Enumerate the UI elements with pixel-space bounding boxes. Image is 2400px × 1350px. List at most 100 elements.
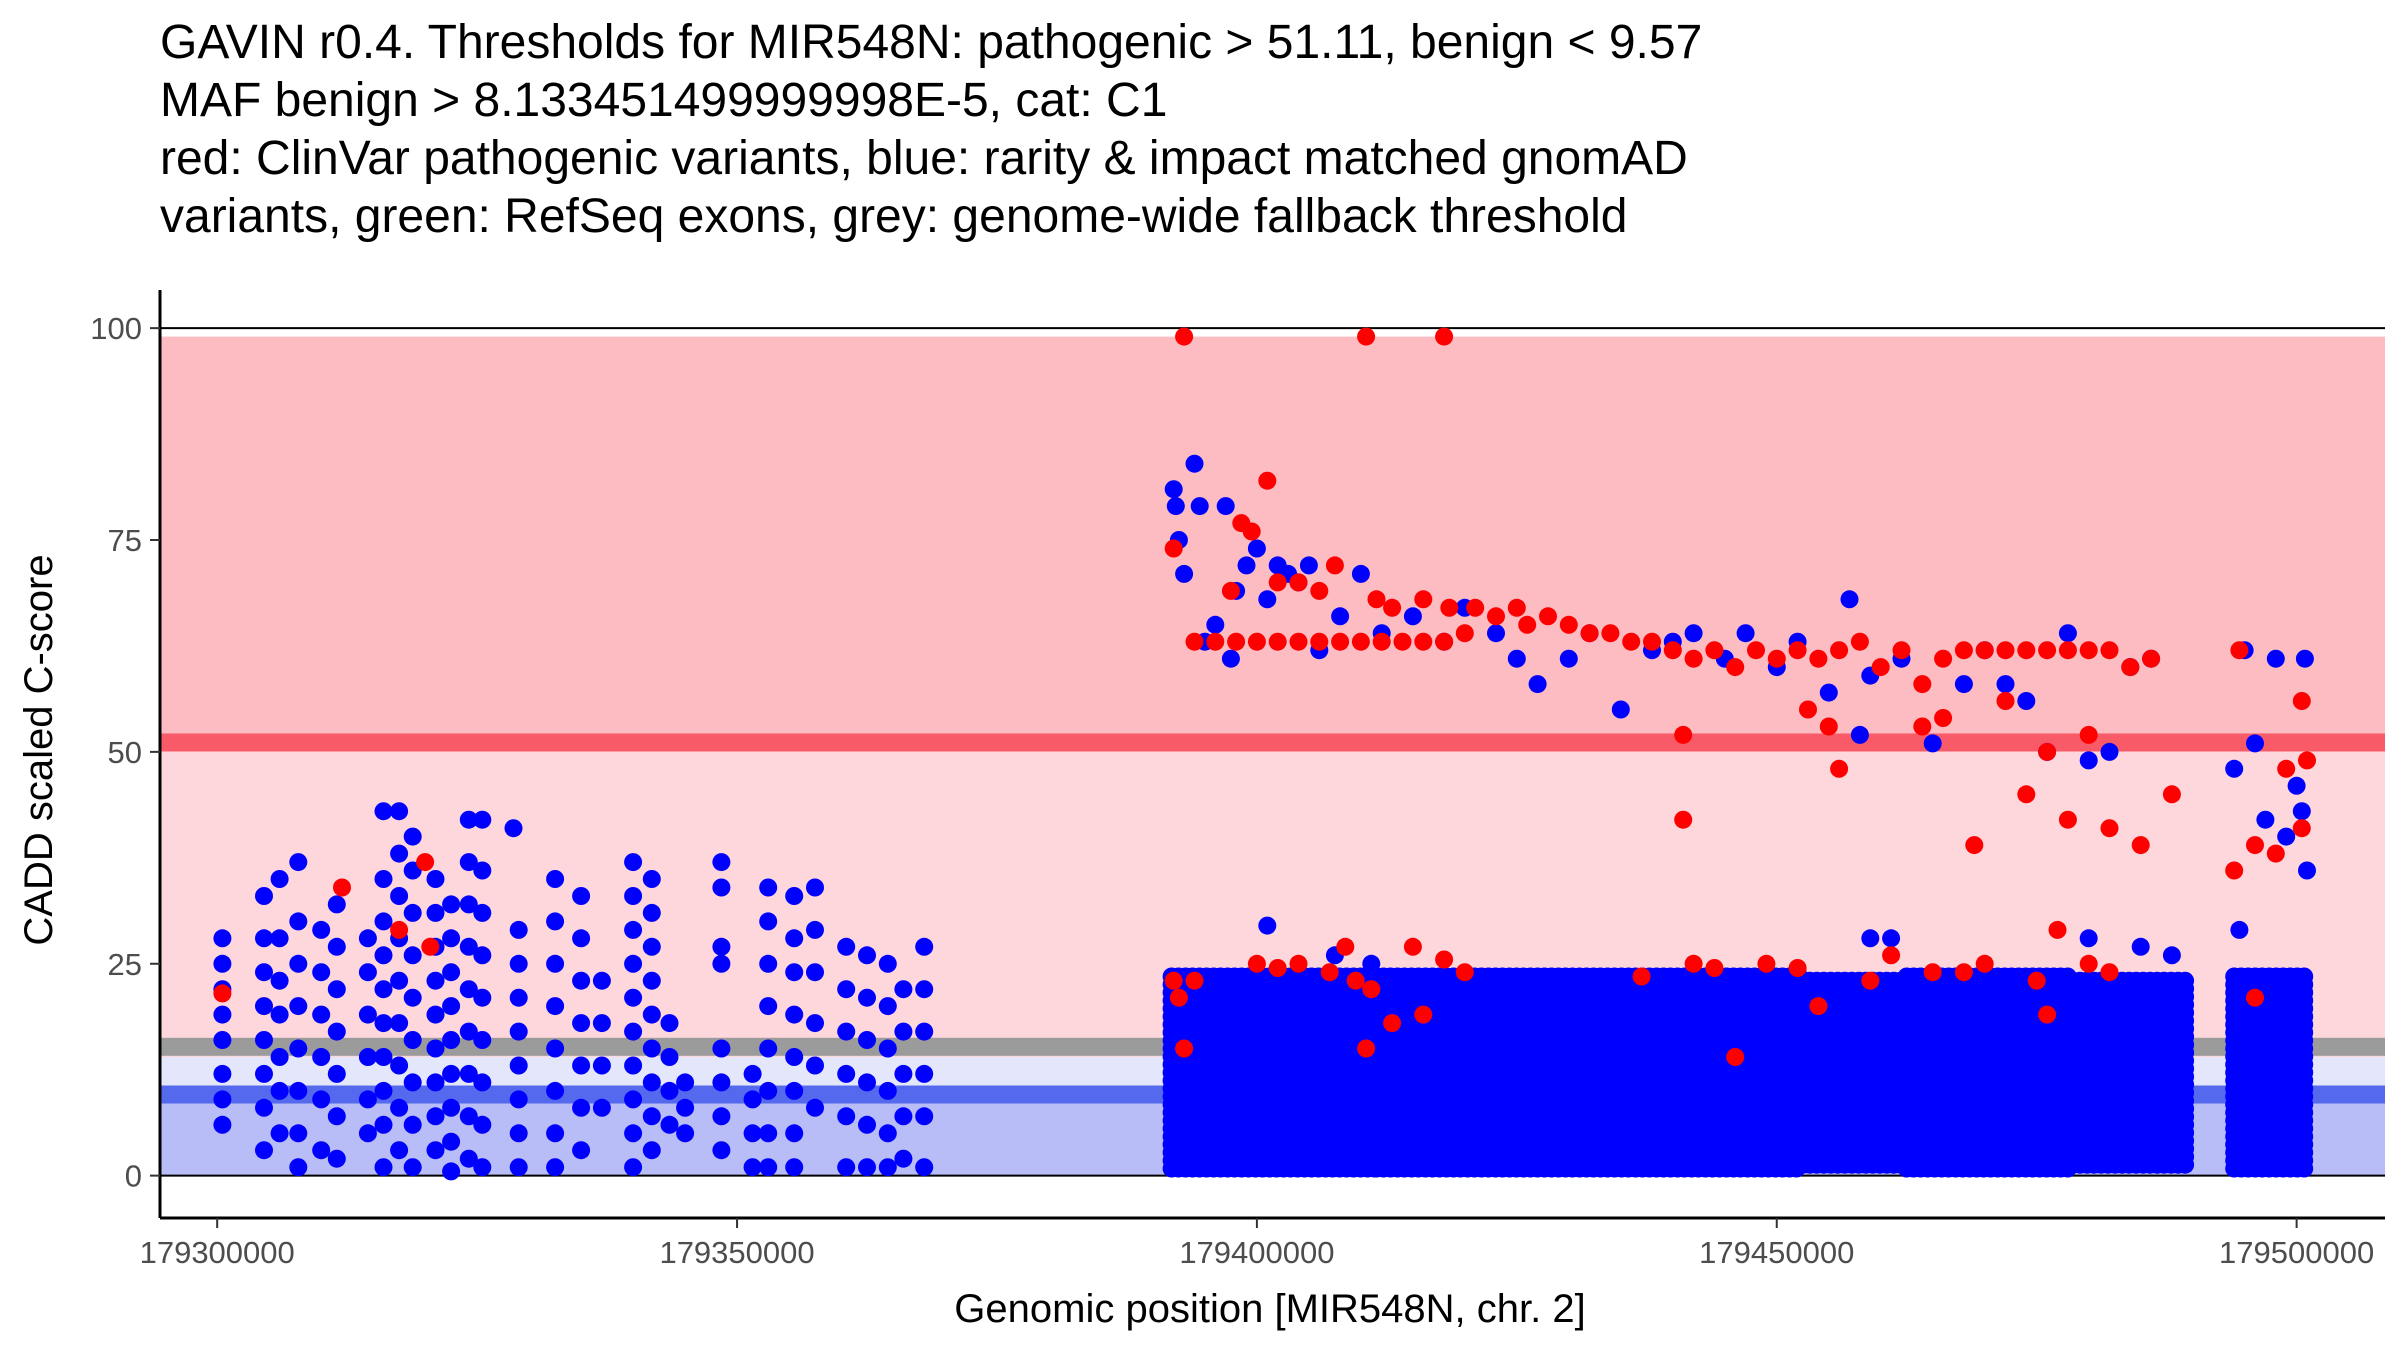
gnomad-point [255,1141,273,1160]
gnomad-point [374,1048,393,1066]
pathogenic-threshold-line [160,733,2385,752]
y-tick-label: 75 [108,523,142,558]
clinvar-point [2100,819,2119,838]
clinvar-point [2246,988,2264,1007]
gnomad-point [1247,539,1266,558]
gnomad-point [806,1098,824,1117]
gnomad-point [785,887,804,905]
gnomad-point [837,1022,856,1041]
gnomad-point [473,988,492,1007]
gnomad-point [390,802,409,821]
gnomad-point [676,1073,695,1092]
gnomad-point [837,980,856,999]
clinvar-point [1336,937,1355,956]
gnomad-point [374,1115,393,1134]
gnomad-point [676,1098,695,1117]
clinvar-point [1383,1014,1402,1033]
gnomad-point [390,1098,409,1117]
clinvar-point [1632,967,1651,986]
clinvar-point [1850,632,1869,651]
y-tick-label: 25 [108,947,142,982]
gnomad-point [426,1005,445,1024]
gnomad-point [2292,802,2311,821]
gnomad-point [642,870,661,888]
clinvar-point [1705,641,1724,660]
gnomad-point [2162,946,2181,965]
x-tick-label: 179350000 [659,1235,814,1270]
gnomad-point [642,1039,661,1058]
gnomad-point [806,878,824,897]
clinvar-point [1934,649,1953,668]
gnomad-point [660,1115,679,1134]
gnomad-point [878,1124,897,1143]
clinvar-point [1705,959,1724,977]
clinvar-point [1175,1039,1194,1058]
gnomad-point [546,997,565,1016]
gnomad-point [624,988,643,1007]
gnomad-point [327,1149,346,1168]
gnomad-point [660,1048,679,1066]
gnomad-point [2017,692,2036,710]
gnomad-point [2225,759,2244,778]
clinvar-point [213,984,232,1003]
clinvar-point [1325,556,1344,575]
gnomad-point [806,920,824,939]
gnomad-point [2230,920,2249,939]
clinvar-point [1372,632,1391,651]
gnomad-point [374,1158,393,1177]
x-axis-label: Genomic position [MIR548N, chr. 2] [954,1287,1585,1331]
gnomad-point [2256,810,2275,829]
clinvar-point [1788,641,1807,660]
gnomad-points [213,454,2316,1181]
gnomad-point [592,971,611,990]
gnomad-point [712,1107,731,1126]
gnomad-point [785,1081,804,1100]
clinvar-point [2100,641,2119,660]
gnomad-point [624,1124,643,1143]
gnomad-point [624,1158,643,1177]
gnomad-point [327,980,346,999]
gnomad-point [894,1149,913,1168]
gnomad-point [878,1081,897,1100]
clinvar-point [1684,649,1703,668]
clinvar-point [2292,819,2311,838]
gnomad-point [894,980,913,999]
clinvar-point [2225,861,2244,880]
gnomad-point [213,1064,232,1083]
clinvar-point [1954,963,1973,982]
clinvar-point [2048,920,2067,939]
clinvar-point [1996,641,2015,660]
gnomad-point [1299,556,1318,575]
gnomad-point [837,1107,856,1126]
gnomad-point [858,946,876,965]
clinvar-point [421,937,440,956]
gnomad-point [327,1022,346,1041]
clinvar-point [1414,590,1433,609]
gnomad-point [442,1132,461,1151]
gnomad-point [270,870,289,888]
clinvar-point [1622,632,1641,651]
gnomad-point [572,1014,591,1033]
gnomad-point [624,1022,643,1041]
clinvar-point [1830,641,1849,660]
gnomad-point [660,1014,679,1033]
clinvar-point [2162,785,2181,804]
gnomad-point [1819,683,1838,702]
gnomad-point [1216,497,1235,516]
gnomad-point [572,887,591,905]
clinvar-point [1357,1039,1376,1058]
gnomad-point [642,937,661,956]
clinvar-point [1346,971,1365,990]
clinvar-point [1601,624,1620,643]
gnomad-point [1684,624,1703,643]
y-axis-label: CADD scaled C-score [17,554,61,945]
gnomad-point [837,1064,856,1083]
clinvar-point [1643,632,1661,651]
gnomad-point [642,1141,661,1160]
gnomad-point [785,1005,804,1024]
gnomad-point [358,1048,377,1066]
clinvar-point [1206,632,1225,651]
gnomad-point [1861,929,1880,948]
gnomad-point [915,1064,934,1083]
clinvar-point [1221,581,1240,600]
